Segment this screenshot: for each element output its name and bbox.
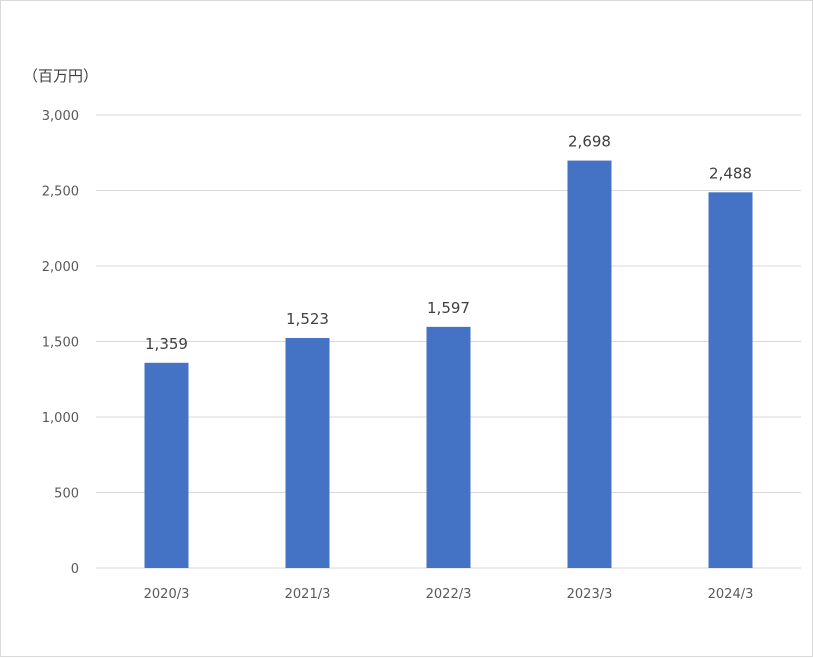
x-tick-label: 2020/3 <box>144 587 190 602</box>
bar-2021/3 <box>285 338 330 568</box>
x-tick-label: 2021/3 <box>285 587 331 602</box>
y-tick-label: 500 <box>54 487 79 502</box>
data-labels: 1,359 1,523 1,597 2,698 2,488 <box>145 133 752 353</box>
y-tick-label: 1,500 <box>42 336 79 351</box>
bars <box>144 160 753 569</box>
data-label: 2,488 <box>709 164 752 182</box>
unit-label: （百万円） <box>23 67 98 85</box>
data-label: 2,698 <box>568 133 611 151</box>
bar-2023/3 <box>567 160 612 569</box>
y-tick-label: 1,000 <box>42 411 79 426</box>
y-tick-label: 2,500 <box>42 185 79 200</box>
data-label: 1,359 <box>145 335 188 353</box>
x-tick-label: 2023/3 <box>567 587 613 602</box>
x-axis-ticks: 2020/3 2021/3 2022/3 2023/3 2024/3 <box>144 587 754 602</box>
x-tick-label: 2024/3 <box>708 587 754 602</box>
data-label: 1,597 <box>427 299 470 317</box>
y-axis-ticks: 0 500 1,000 1,500 2,000 2,500 3,000 <box>42 109 79 577</box>
bar-2024/3 <box>708 192 753 568</box>
bar-2022/3 <box>426 326 471 568</box>
y-tick-label: 0 <box>71 562 79 577</box>
x-tick-label: 2022/3 <box>426 587 472 602</box>
y-tick-label: 2,000 <box>42 260 79 275</box>
bar-2020/3 <box>144 362 189 568</box>
y-tick-label: 3,000 <box>42 109 79 124</box>
data-label: 1,523 <box>286 310 329 328</box>
